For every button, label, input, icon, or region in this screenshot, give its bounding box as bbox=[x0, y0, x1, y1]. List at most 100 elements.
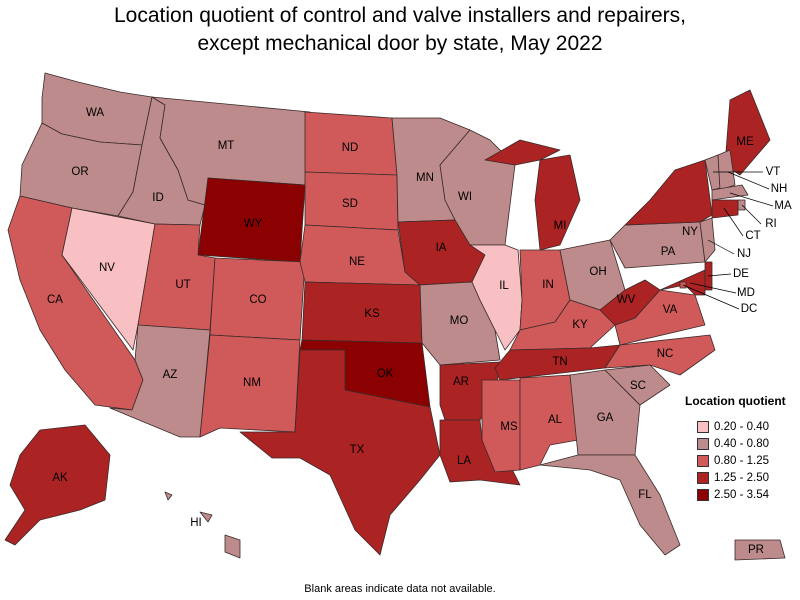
leader-line-nj bbox=[707, 239, 735, 255]
legend-item: 0.80 - 1.25 bbox=[697, 454, 769, 468]
state-label-mo: MO bbox=[450, 315, 469, 327]
legend-item: 1.25 - 2.50 bbox=[697, 471, 769, 485]
state-ny bbox=[624, 159, 713, 226]
title-line-1: Location quotient of control and valve i… bbox=[113, 4, 686, 27]
state-label-ny: NY bbox=[682, 226, 698, 238]
state-ga bbox=[569, 369, 641, 456]
state-hi bbox=[164, 491, 241, 559]
state-label-vt: VT bbox=[766, 166, 781, 178]
state-label-tx: TX bbox=[350, 444, 365, 456]
state-nm bbox=[199, 334, 301, 438]
state-label-ma: MA bbox=[774, 200, 792, 212]
state-nj bbox=[699, 217, 716, 263]
legend-title: Location quotient bbox=[685, 394, 786, 408]
legend-label: 1.25 - 2.50 bbox=[714, 472, 769, 484]
legend-swatch bbox=[697, 438, 709, 450]
legend-label: 0.80 - 1.25 bbox=[714, 455, 769, 467]
state-label-wa: WA bbox=[86, 107, 104, 119]
legend-item: 0.20 - 0.40 bbox=[697, 420, 769, 434]
state-label-az: AZ bbox=[163, 369, 178, 381]
leader-line-ri bbox=[741, 204, 762, 225]
state-label-sc: SC bbox=[630, 380, 646, 392]
legend-item: 2.50 - 3.54 bbox=[697, 488, 769, 502]
state-label-la: LA bbox=[457, 455, 471, 467]
state-nh bbox=[717, 149, 736, 191]
state-label-id: ID bbox=[152, 192, 164, 204]
state-label-ak: AK bbox=[52, 472, 68, 484]
state-label-dc: DC bbox=[741, 303, 758, 315]
state-label-va: VA bbox=[663, 304, 678, 316]
state-label-sd: SD bbox=[342, 198, 358, 210]
state-label-mi: MI bbox=[554, 220, 567, 232]
state-label-or: OR bbox=[71, 166, 88, 178]
state-label-nc: NC bbox=[657, 348, 674, 360]
state-label-ms: MS bbox=[500, 421, 518, 433]
state-label-wy: WY bbox=[244, 218, 263, 230]
state-label-nh: NH bbox=[771, 183, 788, 195]
state-label-tn: TN bbox=[552, 356, 567, 368]
state-label-mt: MT bbox=[218, 140, 235, 152]
state-label-ct: CT bbox=[745, 230, 760, 242]
leader-line-nh bbox=[727, 171, 770, 190]
leader-line-dc bbox=[682, 284, 740, 310]
title-line-2: except mechanical door by state, May 202… bbox=[197, 32, 603, 55]
legend-swatch bbox=[697, 455, 709, 467]
state-label-ok: OK bbox=[377, 368, 394, 380]
legend-label: 0.20 - 0.40 bbox=[714, 421, 769, 433]
state-label-pa: PA bbox=[661, 246, 676, 258]
state-fl bbox=[539, 454, 681, 556]
state-label-mn: MN bbox=[416, 172, 434, 184]
state-label-pr: PR bbox=[748, 544, 764, 556]
state-il bbox=[469, 244, 523, 351]
state-label-il: IL bbox=[499, 280, 509, 292]
state-label-nv: NV bbox=[99, 262, 115, 274]
state-label-hi: HI bbox=[190, 517, 202, 529]
state-ms bbox=[481, 379, 521, 473]
legend-item: 0.40 - 0.80 bbox=[697, 437, 769, 451]
state-ma bbox=[711, 184, 749, 201]
leader-line-ct bbox=[723, 207, 744, 237]
state-label-wv: WV bbox=[617, 294, 636, 306]
leader-lines bbox=[682, 171, 774, 310]
state-label-ia: IA bbox=[436, 242, 447, 254]
map-title: Location quotient of control and valve i… bbox=[0, 2, 800, 58]
state-label-ut: UT bbox=[175, 279, 190, 291]
leader-line-md bbox=[689, 282, 737, 294]
legend-swatch bbox=[697, 472, 709, 484]
state-label-ri: RI bbox=[765, 218, 777, 230]
state-label-ne: NE bbox=[349, 256, 365, 268]
state-ks bbox=[301, 281, 423, 344]
leader-line-de bbox=[707, 273, 732, 277]
state-sc bbox=[604, 364, 671, 406]
state-label-nj: NJ bbox=[737, 248, 751, 260]
state-pr bbox=[734, 539, 786, 561]
state-label-fl: FL bbox=[638, 489, 652, 501]
state-label-md: MD bbox=[737, 287, 755, 299]
legend-label: 0.40 - 0.80 bbox=[714, 438, 769, 450]
state-ak bbox=[4, 424, 111, 546]
state-ri bbox=[737, 199, 746, 211]
state-label-me: ME bbox=[736, 136, 754, 148]
state-label-ga: GA bbox=[597, 412, 614, 424]
state-label-nd: ND bbox=[342, 142, 359, 154]
state-label-wi: WI bbox=[458, 191, 472, 203]
state-tx bbox=[239, 349, 441, 556]
footnote: Blank areas indicate data not available. bbox=[304, 583, 496, 595]
state-mi bbox=[484, 139, 581, 251]
legend-label: 2.50 - 3.54 bbox=[714, 489, 769, 501]
state-label-co: CO bbox=[249, 294, 266, 306]
state-label-de: DE bbox=[733, 268, 749, 280]
state-label-ks: KS bbox=[364, 308, 380, 320]
state-label-ky: KY bbox=[572, 319, 588, 331]
state-label-ar: AR bbox=[453, 376, 469, 388]
legend-swatch bbox=[697, 489, 709, 501]
state-shapes bbox=[4, 72, 786, 561]
state-label-oh: OH bbox=[589, 266, 606, 278]
state-label-in: IN bbox=[542, 279, 554, 291]
state-label-nm: NM bbox=[243, 377, 261, 389]
state-label-al: AL bbox=[548, 414, 563, 426]
state-labels: WA OR CA NV ID MT WY UT AZ CO NM ND SD NE KS OK TX MN IA MO… bbox=[47, 107, 792, 556]
state-label-ca: CA bbox=[47, 294, 63, 306]
legend-swatch bbox=[697, 421, 709, 433]
